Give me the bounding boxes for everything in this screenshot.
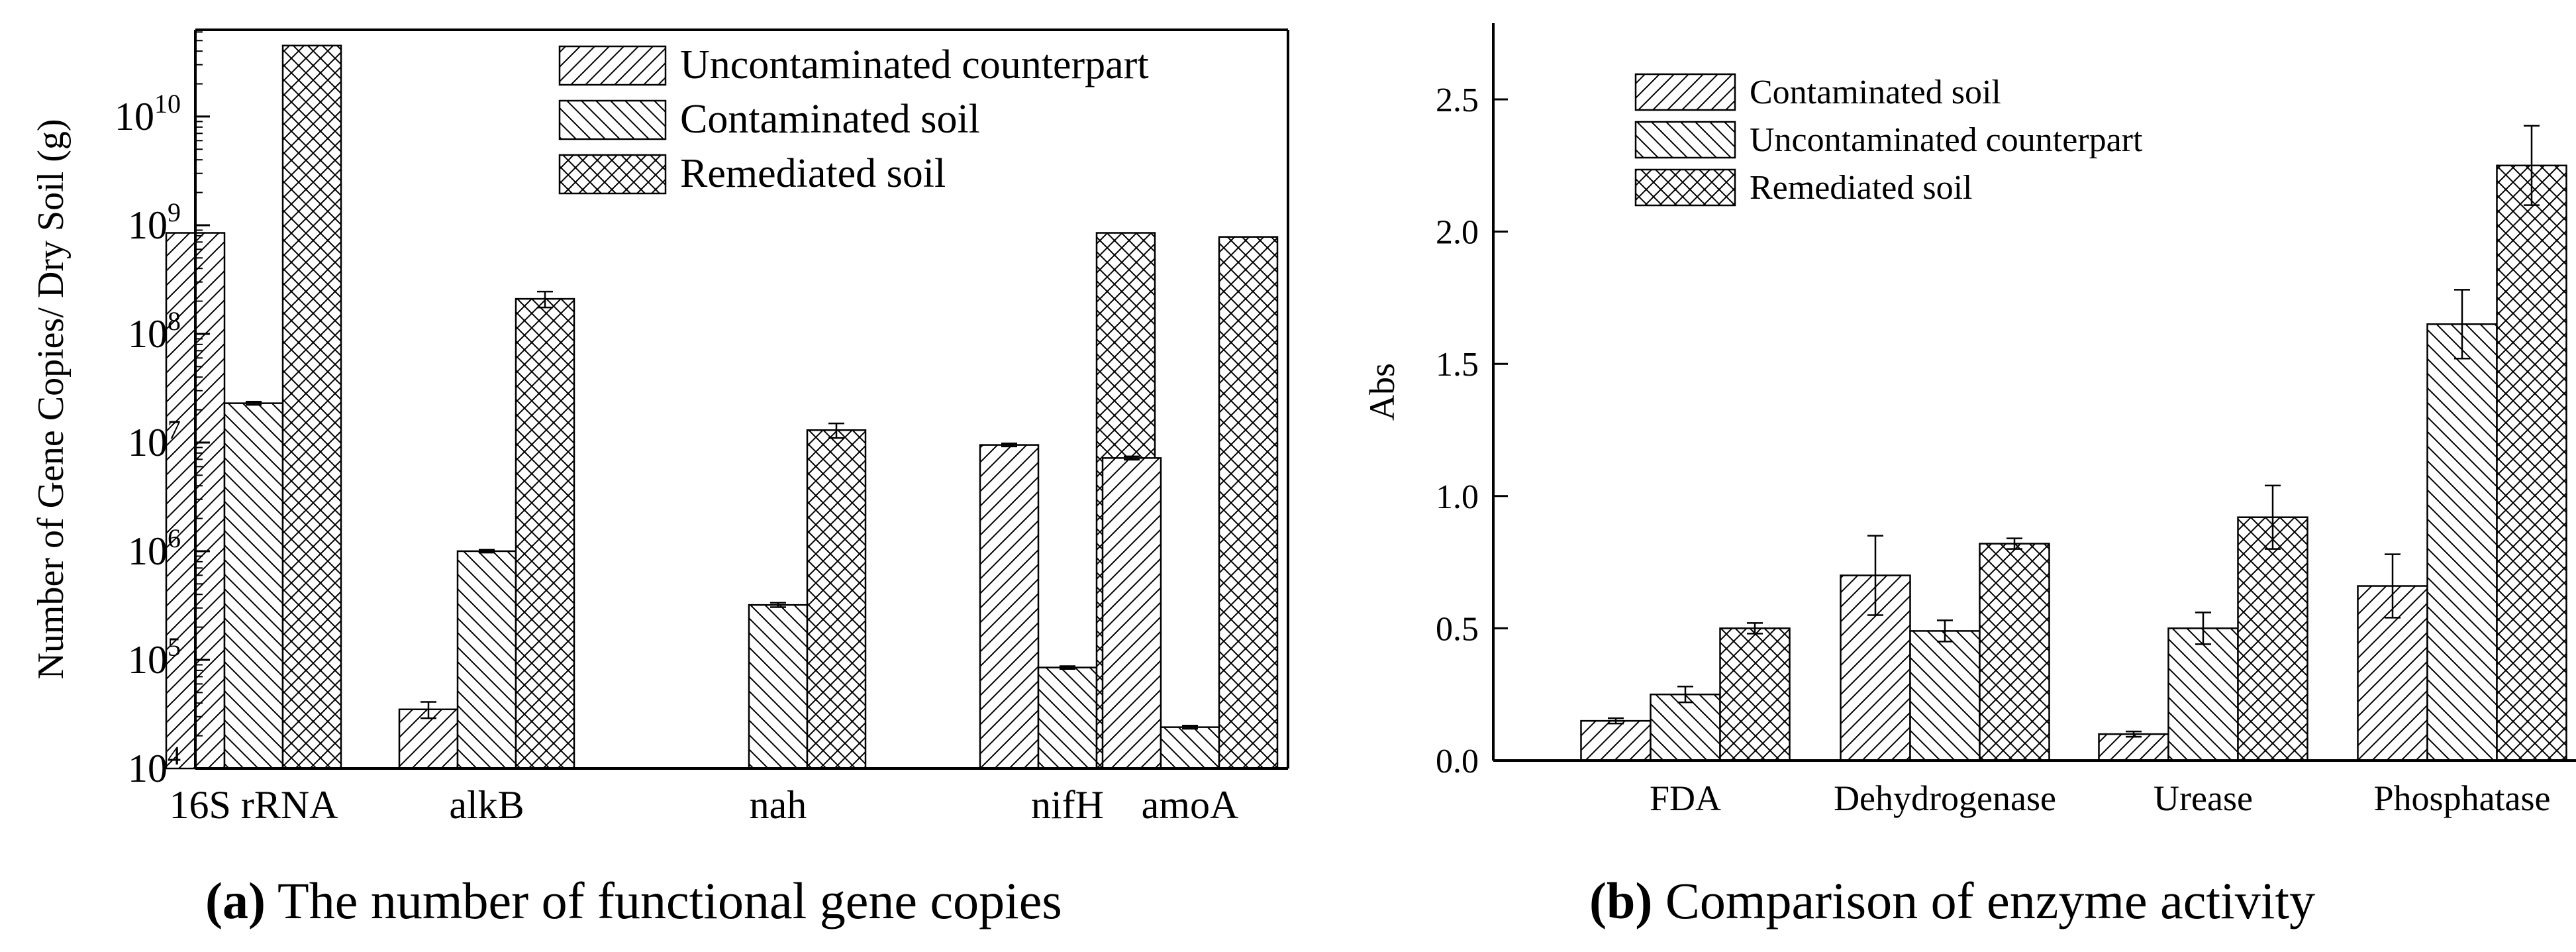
- bar-urease-remediated-soil: [2237, 516, 2308, 762]
- bar-phosphatase-uncontaminated-counterpart: [2426, 323, 2498, 762]
- y-tick-label: 106: [128, 523, 181, 573]
- y-tick-label: 108: [128, 306, 181, 356]
- bar-nifh-contaminated-soil: [1037, 666, 1098, 770]
- bar-16s-rrna-contaminated-soil: [223, 402, 284, 770]
- legend-label-uncontaminated-counterpart: Uncontaminated counterpart: [680, 42, 1149, 87]
- x-tick-label-urease: Urease: [2154, 778, 2253, 818]
- x-tick-label-16s-rrna: 16S rRNA: [169, 783, 338, 827]
- y-tick-label: 104: [128, 741, 181, 790]
- legend-label-contaminated-soil: Contaminated soil: [1750, 74, 2001, 111]
- bar-fda-contaminated-soil: [1580, 719, 1652, 762]
- bar-fda-remediated-soil: [1719, 627, 1791, 762]
- y-tick-label: 2.5: [1436, 81, 1479, 119]
- caption-a: (a) The number of functional gene copies: [205, 871, 1062, 931]
- caption-a-text: The number of functional gene copies: [277, 872, 1062, 929]
- caption-b-text: Comparison of enzyme activity: [1665, 872, 2316, 929]
- y-tick-label: 1010: [115, 89, 181, 138]
- gene-copies-chart: 104 105 106 107 108 109 1010 16S rRNA alkB nah nif…: [30, 28, 1289, 827]
- bar-dehydrogenase-remediated-soil: [1979, 543, 2050, 762]
- x-tick-label-dehydrogenase: Dehydrogenase: [1834, 778, 2056, 818]
- caption-a-label: (a): [205, 872, 266, 929]
- x-tick-label-nah: nah: [750, 783, 807, 827]
- bar-amoa-uncontaminated-counterpart: [1101, 457, 1162, 770]
- y-tick-label: 1.0: [1436, 478, 1479, 516]
- caption-b: (b) Comparison of enzyme activity: [1589, 871, 2315, 931]
- y-tick-label: 0.0: [1436, 743, 1479, 780]
- caption-b-label: (b): [1589, 872, 1653, 929]
- x-tick-label-alkb: alkB: [449, 783, 524, 827]
- bar-urease-contaminated-soil: [2098, 733, 2169, 762]
- y-axis-label: Number of Gene Copies/ Dry Soil (g): [30, 119, 72, 679]
- bar-alkb-remediated-soil: [515, 297, 575, 770]
- y-tick-label: 1.5: [1436, 346, 1479, 384]
- bar-nah-remediated-soil: [806, 429, 867, 770]
- bar-dehydrogenase-uncontaminated-counterpart: [1909, 630, 1981, 762]
- bar-fda-uncontaminated-counterpart: [1650, 693, 1721, 762]
- y-tick-label: 105: [128, 632, 181, 682]
- bar-16s-rrna-remediated-soil: [281, 44, 342, 770]
- legend-swatch-uncontaminated-counterpart: [558, 45, 667, 86]
- legend-label-remediated-soil: Remediated soil: [1750, 169, 1972, 207]
- bar-nah-contaminated-soil: [748, 604, 809, 770]
- bar-alkb-contaminated-soil: [456, 550, 517, 770]
- x-tick-label-nifh: nifH: [1031, 783, 1104, 827]
- y-tick-label: 109: [128, 197, 181, 247]
- legend-swatch-contaminated-soil: [1634, 73, 1736, 111]
- x-tick-label-fda: FDA: [1650, 778, 1721, 818]
- legend-label-contaminated-soil: Contaminated soil: [680, 97, 980, 142]
- y-tick-label: 107: [128, 415, 181, 464]
- bar-urease-uncontaminated-counterpart: [2167, 627, 2239, 762]
- legend-label-uncontaminated-counterpart: Uncontaminated counterpart: [1750, 121, 2143, 159]
- bar-nifh-uncontaminated-counterpart: [979, 444, 1040, 770]
- legend-swatch-remediated-soil: [1634, 168, 1736, 207]
- legend-swatch-remediated-soil: [558, 154, 667, 195]
- legend-swatch-uncontaminated-counterpart: [1634, 121, 1736, 159]
- enzyme-activity-chart: 0.0 0.5 1.0 1.5 2.0 2.5 FDA Dehydrogenase Urease…: [1362, 23, 2576, 818]
- y-tick-label: 0.5: [1436, 610, 1479, 648]
- x-tick-label-phosphatase: Phosphatase: [2374, 778, 2551, 818]
- y-axis-label: Abs: [1362, 363, 1402, 421]
- legend-label-remediated-soil: Remediated soil: [680, 151, 946, 196]
- bar-phosphatase-remediated-soil: [2496, 164, 2567, 762]
- bar-amoa-contaminated-soil: [1160, 726, 1220, 770]
- bar-amoa-remediated-soil: [1218, 236, 1279, 770]
- x-tick-label-amoa: amoA: [1142, 783, 1239, 827]
- legend-swatch-contaminated-soil: [558, 99, 667, 140]
- y-tick-label: 2.0: [1436, 214, 1479, 252]
